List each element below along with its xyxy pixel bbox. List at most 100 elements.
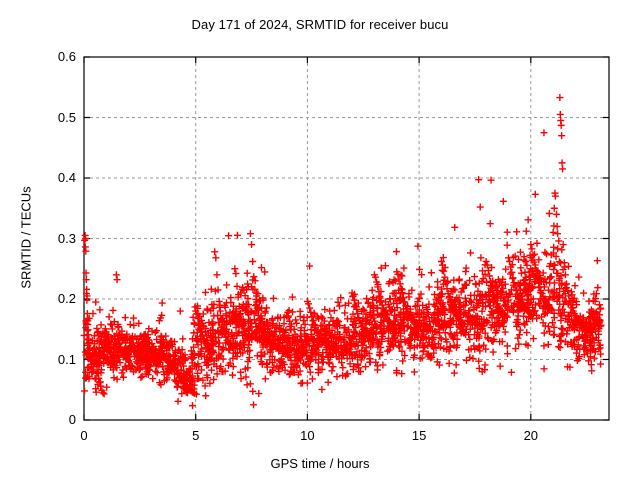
data-point <box>510 279 518 287</box>
data-point <box>520 253 528 261</box>
data-point <box>419 333 427 341</box>
data-point <box>209 320 217 328</box>
data-point <box>525 268 533 276</box>
data-point <box>101 353 109 361</box>
data-point <box>540 342 548 350</box>
data-point <box>467 299 475 307</box>
data-point <box>335 355 343 363</box>
data-point <box>419 301 427 309</box>
data-point <box>503 228 511 236</box>
data-point <box>219 355 227 363</box>
data-point <box>174 359 182 367</box>
data-point <box>309 317 317 325</box>
data-point <box>410 354 418 362</box>
data-point <box>157 342 165 350</box>
data-point <box>561 281 569 289</box>
data-point <box>487 277 495 285</box>
data-point <box>231 349 239 357</box>
data-point <box>545 210 553 218</box>
data-point <box>425 338 433 346</box>
data-point <box>232 270 240 278</box>
data-point <box>190 354 198 362</box>
data-point <box>208 366 215 374</box>
data-point <box>501 328 509 336</box>
data-point <box>556 332 564 340</box>
data-point <box>529 315 537 323</box>
data-point <box>194 336 202 344</box>
data-point <box>280 313 288 321</box>
data-point <box>126 365 134 373</box>
data-point <box>396 280 404 288</box>
data-point <box>461 280 469 288</box>
data-point <box>326 307 334 315</box>
data-point <box>497 278 505 286</box>
data-point <box>483 278 491 286</box>
data-point <box>461 329 469 337</box>
data-point <box>135 319 143 327</box>
data-point <box>267 368 275 376</box>
data-point <box>379 361 387 369</box>
data-point <box>590 354 598 362</box>
data-point <box>552 252 560 260</box>
data-point <box>263 363 271 371</box>
data-point <box>275 365 283 373</box>
data-point <box>557 337 565 345</box>
data-point <box>81 387 89 395</box>
data-point <box>558 246 566 254</box>
data-point <box>391 277 399 285</box>
data-point <box>466 335 474 343</box>
data-point <box>374 339 382 347</box>
data-point <box>248 241 256 249</box>
data-point <box>265 328 273 336</box>
data-point <box>237 375 245 383</box>
data-point <box>452 361 460 369</box>
data-point <box>245 311 253 319</box>
data-point <box>102 330 110 338</box>
data-point-markers <box>80 94 605 410</box>
data-point <box>498 290 506 298</box>
data-point <box>103 331 111 339</box>
data-point <box>177 349 185 357</box>
data-point <box>535 256 543 264</box>
data-point <box>228 331 236 339</box>
data-point <box>380 324 388 332</box>
data-point <box>510 302 518 310</box>
data-point <box>476 203 484 211</box>
data-point <box>373 304 381 312</box>
data-point <box>289 368 297 376</box>
data-point <box>110 332 118 340</box>
data-point <box>124 356 132 363</box>
data-point <box>406 344 414 352</box>
data-point <box>330 338 338 346</box>
data-point <box>527 241 535 249</box>
data-point <box>99 389 107 397</box>
data-point <box>215 343 223 351</box>
data-point <box>487 324 495 332</box>
data-point <box>366 308 374 316</box>
data-point <box>401 336 409 344</box>
data-point <box>401 298 409 306</box>
data-point <box>417 290 425 298</box>
data-point <box>224 361 232 369</box>
data-point <box>506 270 514 278</box>
data-point <box>339 364 347 372</box>
data-point <box>306 363 314 371</box>
data-point <box>446 342 454 350</box>
data-point <box>532 270 540 278</box>
data-point <box>241 365 249 373</box>
data-point <box>529 251 537 259</box>
data-point <box>253 336 261 344</box>
data-point <box>361 347 369 355</box>
data-point <box>219 321 227 329</box>
data-point <box>305 300 313 308</box>
data-point <box>190 381 198 389</box>
data-point <box>531 264 539 272</box>
data-point <box>588 367 596 375</box>
data-point <box>309 335 317 343</box>
data-point <box>92 385 100 393</box>
data-point <box>196 324 204 332</box>
data-point <box>556 94 564 102</box>
data-point <box>105 341 113 349</box>
data-point <box>143 334 151 342</box>
data-point <box>353 330 361 338</box>
